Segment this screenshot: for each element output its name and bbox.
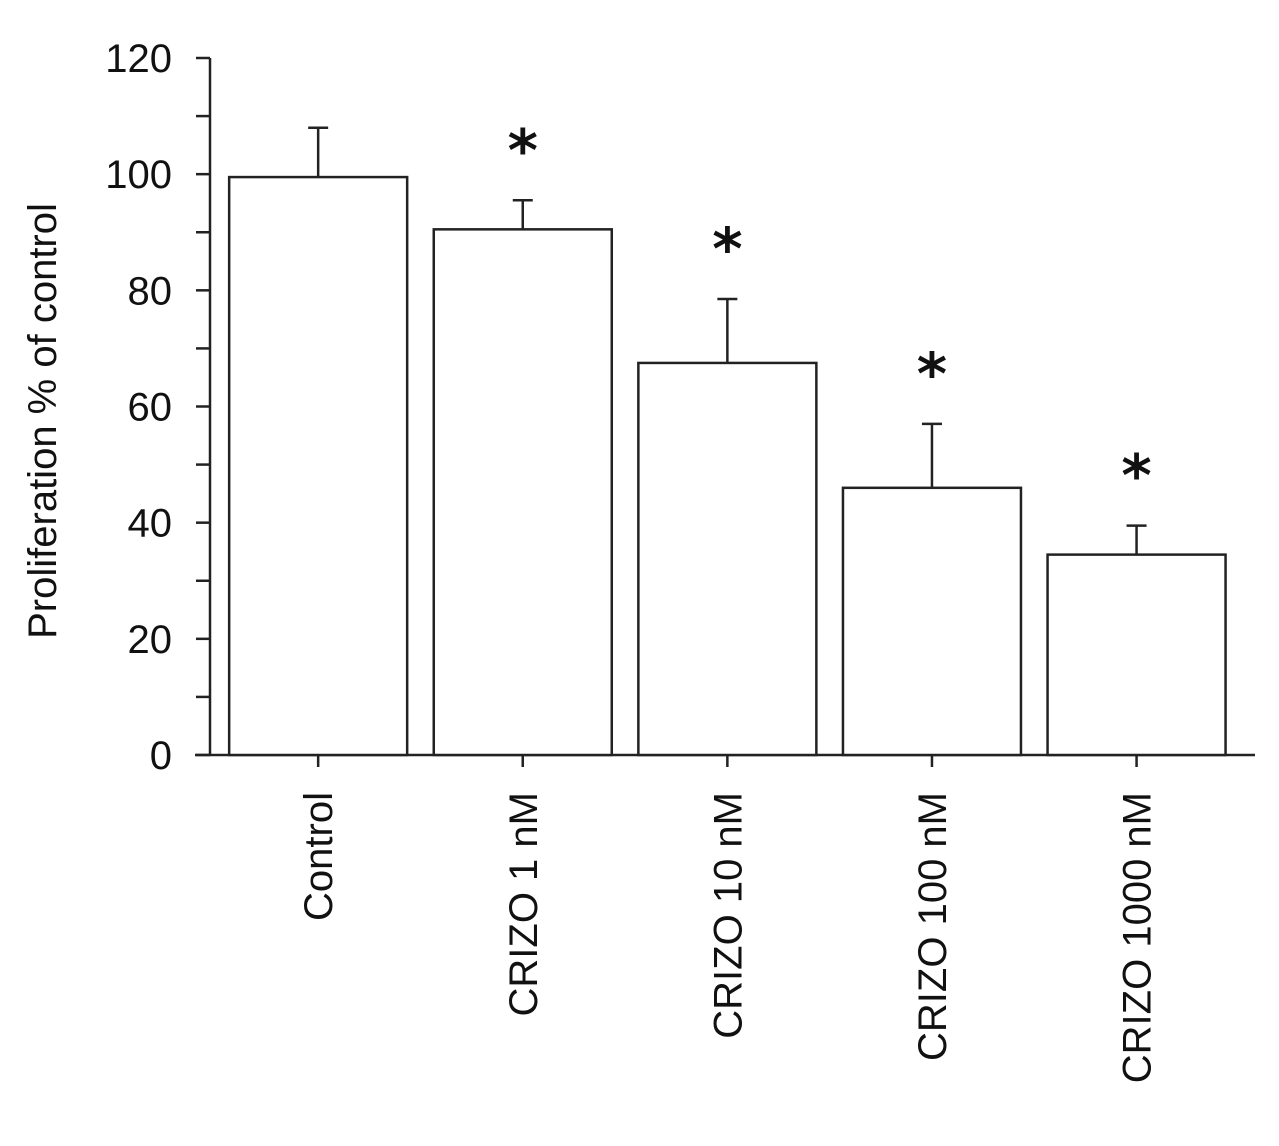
bar <box>227 175 409 757</box>
y-tick-label: 60 <box>128 386 173 430</box>
y-tick-label: 100 <box>105 153 172 197</box>
y-axis-title: Proliferation % of control <box>21 203 65 639</box>
bar <box>1046 553 1227 757</box>
x-category-label: CRIZO 1000 nM <box>1116 792 1160 1083</box>
x-category-label: Control <box>297 792 341 921</box>
significance-marker: * <box>712 215 742 283</box>
x-category-label: CRIZO 100 nM <box>911 792 955 1061</box>
plot-area: 0 20 40 60 80 100 120 Control * CRIZO 1 nM * CRIZO … <box>105 37 1255 1083</box>
y-tick-label: 0 <box>150 734 172 778</box>
y-tick-label: 80 <box>128 269 173 313</box>
significance-marker: * <box>1121 442 1151 510</box>
bar <box>637 361 818 757</box>
x-category-label: CRIZO 1 nM <box>502 792 546 1016</box>
significance-marker: * <box>917 340 947 408</box>
bar <box>841 486 1023 757</box>
y-tick-label: 40 <box>128 502 173 546</box>
y-tick-label: 20 <box>128 618 173 662</box>
x-category-label: CRIZO 10 nM <box>706 792 750 1039</box>
bar <box>432 228 614 757</box>
significance-marker: * <box>508 116 538 184</box>
y-tick-label: 120 <box>105 37 172 81</box>
